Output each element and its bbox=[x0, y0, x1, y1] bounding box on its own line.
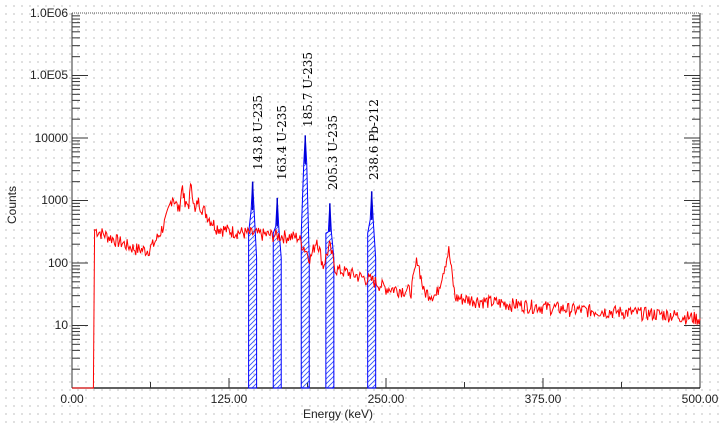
x-tick-labels: 0.00 125.00 250.00 375.00 500.00 bbox=[60, 392, 718, 406]
x-axis-ticks bbox=[150, 378, 622, 388]
x-tick-label: 250.00 bbox=[368, 392, 405, 406]
y-tick-label: 1000 bbox=[41, 193, 68, 207]
spectrum-line bbox=[72, 182, 701, 389]
peak-label-185: 185.7 U-235 bbox=[301, 52, 315, 127]
peak-label-238: 238.6 Pb-212 bbox=[367, 99, 381, 180]
peak-label-205: 205.3 U-235 bbox=[326, 115, 340, 190]
peak-label-163: 163.4 U-235 bbox=[275, 105, 289, 180]
peak-lines bbox=[251, 135, 373, 232]
x-axis-title: Energy (keV) bbox=[303, 407, 373, 421]
x-tick-label: 500.00 bbox=[682, 392, 719, 406]
y-tick-label: 1.0E05 bbox=[30, 68, 68, 82]
peak-regions bbox=[248, 135, 377, 389]
y-axis-title: Counts bbox=[5, 186, 19, 224]
peak-label-143: 143.8 U-235 bbox=[251, 95, 265, 170]
x-tick-label: 375.00 bbox=[525, 392, 562, 406]
y-tick-label: 10 bbox=[55, 318, 69, 332]
peak-labels: 143.8 U-235 163.4 U-235 185.7 U-235 205.… bbox=[251, 52, 381, 190]
y-tick-label: 100 bbox=[48, 256, 68, 270]
y-tick-label: 1.0E06 bbox=[30, 6, 68, 20]
y-tick-label: 10000 bbox=[35, 131, 69, 145]
x-tick-label: 0.00 bbox=[60, 392, 84, 406]
y-tick-labels: 1.0E06 1.0E05 10000 1000 100 10 bbox=[30, 6, 68, 332]
y-axis-ticks bbox=[72, 15, 700, 370]
plot-area bbox=[71, 12, 701, 389]
x-tick-label: 125.00 bbox=[211, 392, 248, 406]
